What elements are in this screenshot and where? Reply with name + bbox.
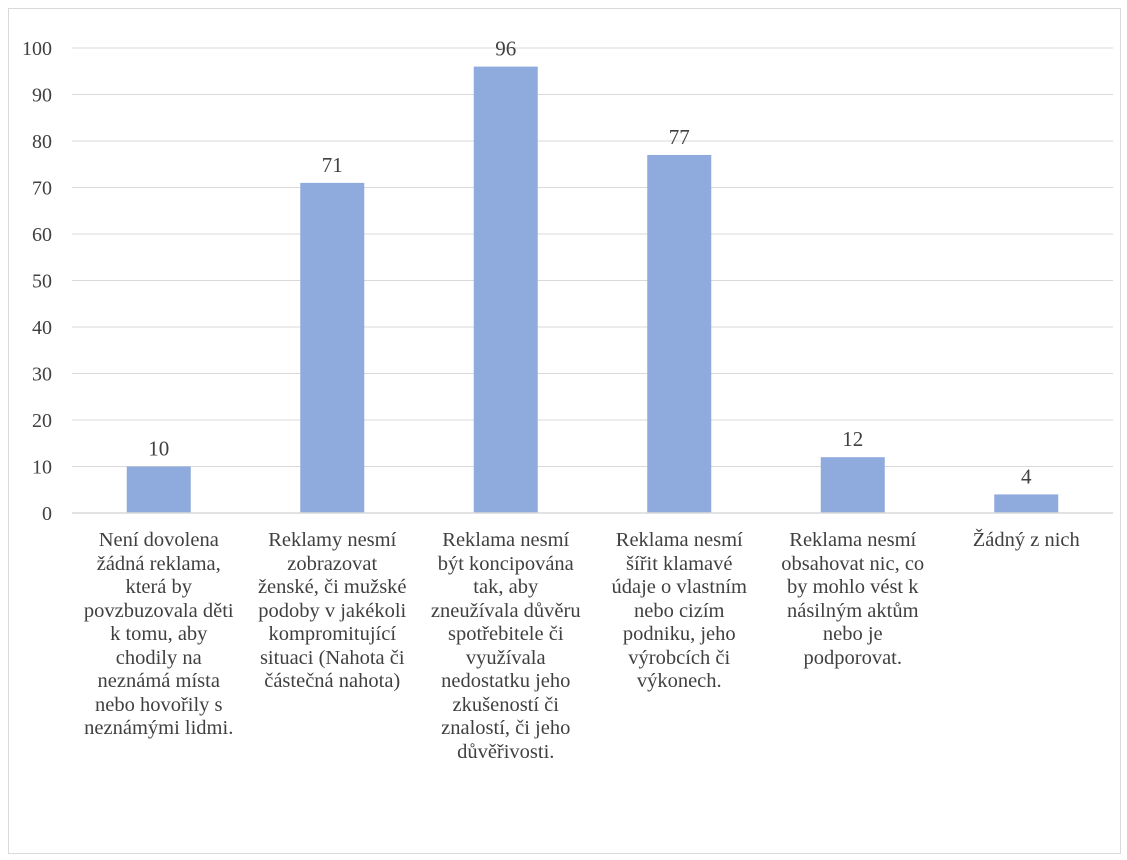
category-label: Reklamy nesmí zobrazovat ženské, či mužs… (257, 529, 407, 692)
bar (647, 154, 712, 513)
gridlines (72, 47, 1113, 467)
category-label: Reklama nesmí šířit klamavé údaje o vlas… (611, 529, 747, 692)
bar (994, 494, 1059, 513)
y-tick-label: 10 (32, 457, 52, 479)
y-tick-label: 70 (32, 178, 52, 200)
y-tick-label: 40 (32, 317, 52, 339)
y-tick-label: 60 (32, 224, 52, 246)
bar (300, 182, 365, 513)
data-label: 71 (322, 153, 343, 177)
category-label: Reklama nesmí být koncipována tak, aby z… (430, 529, 581, 763)
y-tick-label: 30 (32, 364, 52, 386)
bar (820, 457, 885, 513)
bar (473, 66, 538, 513)
category-label: Reklama nesmí obsahovat nic, co by mohlo… (781, 529, 925, 669)
data-label: 10 (148, 437, 169, 461)
y-tick-label: 50 (32, 271, 52, 293)
data-labels: 10 71 96 77 12 4 (148, 37, 1032, 489)
bars (126, 66, 1059, 513)
chart-frame (8, 8, 1121, 854)
y-tick-label: 90 (32, 85, 52, 107)
data-label: 12 (842, 427, 863, 451)
data-label: 77 (669, 125, 690, 149)
bar (126, 466, 191, 513)
y-tick-label: 80 (32, 131, 52, 153)
data-label: 4 (1021, 464, 1032, 488)
y-tick-label: 20 (32, 410, 52, 432)
y-tick-label: 100 (22, 38, 52, 60)
data-label: 96 (495, 37, 516, 61)
y-axis-ticks: 0 10 20 30 40 50 60 70 80 90 100 (22, 38, 52, 525)
category-label: Žádný z nich (972, 529, 1080, 551)
category-label: Není dovolena žádná reklama, která by po… (83, 529, 234, 739)
y-tick-label: 0 (42, 503, 52, 525)
